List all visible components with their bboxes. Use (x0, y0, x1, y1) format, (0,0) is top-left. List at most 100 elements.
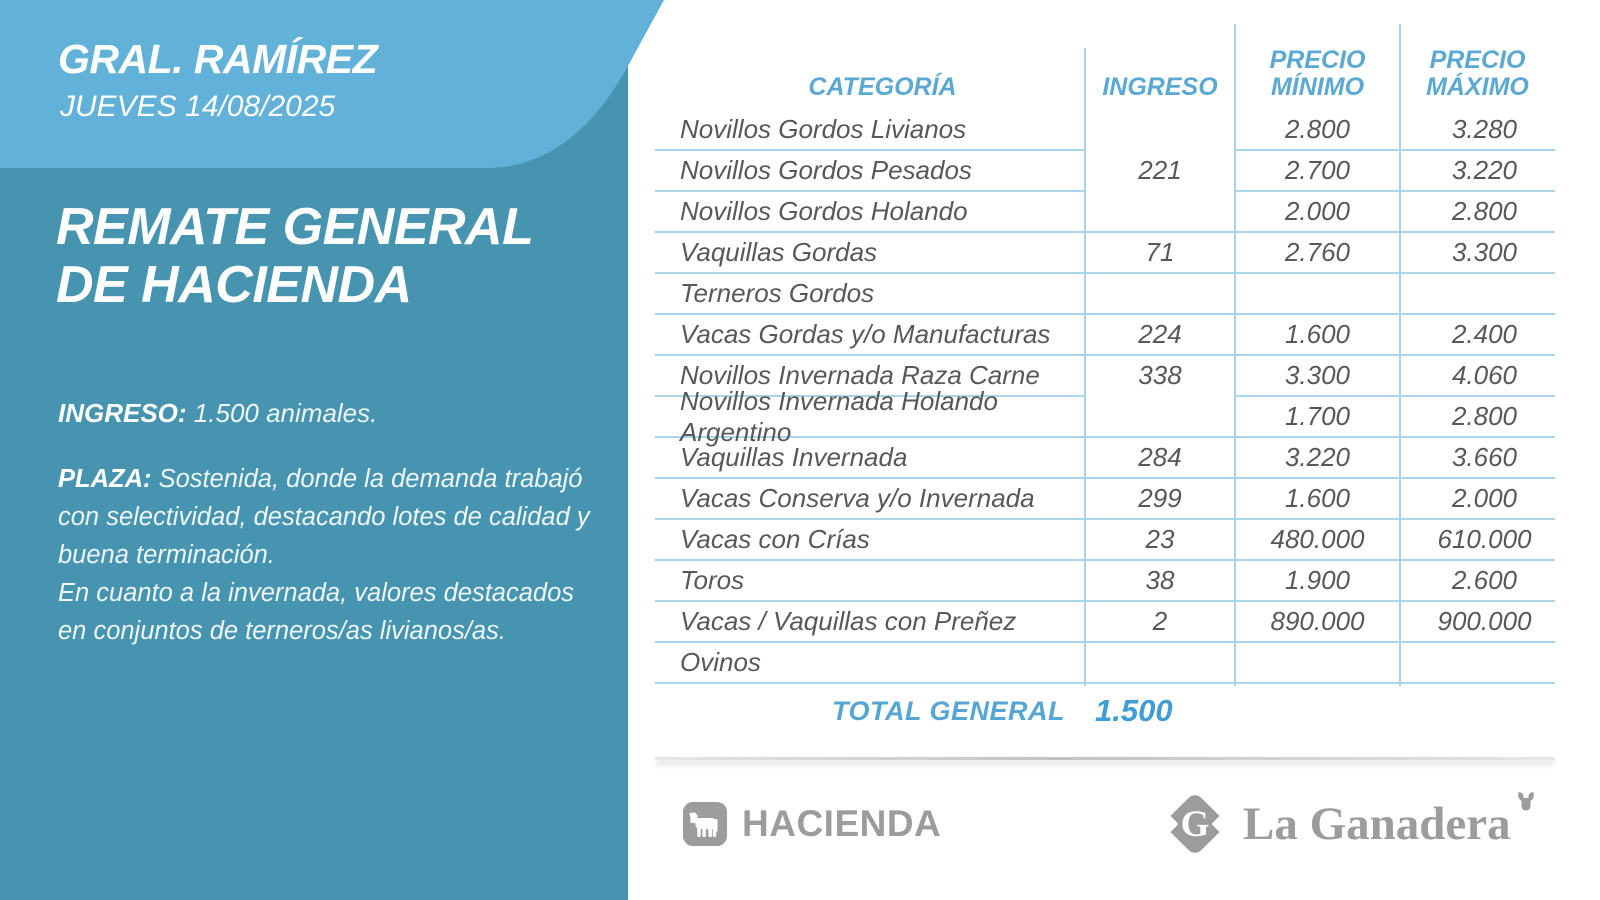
cell-categoria: Vacas / Vaquillas con Preñez (655, 602, 1085, 643)
cell-precio-minimo: 3.220 (1235, 438, 1400, 479)
hacienda-logo: HACIENDA (683, 802, 941, 846)
plaza-value: Sostenida, donde la demanda trabajó con … (58, 465, 590, 569)
cell-precio-minimo: 1.600 (1235, 479, 1400, 520)
cell-ingreso: 224 (1085, 315, 1235, 356)
cell-ingreso: 71 (1085, 233, 1235, 274)
total-value: 1.500 (1095, 693, 1173, 728)
column-header-precio-minimo: PRECIO MÍNIMO (1269, 46, 1366, 101)
livestock-table: CATEGORÍA INGRESO PRECIO MÍNIMO PRECIO M… (655, 0, 1555, 900)
table-header-row: CATEGORÍA INGRESO PRECIO MÍNIMO PRECIO M… (655, 0, 1555, 110)
column-header-precio-maximo: PRECIO MÁXIMO (1426, 46, 1529, 101)
cell-ingreso: 221 (1138, 155, 1182, 185)
table-row: Vacas / Vaquillas con Preñez 2 890.000 9… (655, 602, 1555, 643)
cell-precio-minimo: 3.300 (1235, 356, 1400, 397)
footer-divider (655, 757, 1555, 760)
cell-precio-maximo: 3.660 (1400, 438, 1555, 479)
cell-precio-minimo (1235, 643, 1400, 684)
table-row: Vacas Conserva y/o Invernada 299 1.600 2… (655, 479, 1555, 520)
cell-precio-minimo: 1.600 (1235, 315, 1400, 356)
cell-ingreso (1085, 643, 1235, 684)
brand-wordmark: La Ganadera (1243, 798, 1511, 850)
cell-precio-maximo: 4.060 (1400, 356, 1555, 397)
cell-precio-maximo: 2.800 (1400, 192, 1555, 233)
table-row: Novillos Gordos Pesados 221 2.700 3.220 (655, 151, 1555, 192)
table-row: Vaquillas Gordas 71 2.760 3.300 (655, 233, 1555, 274)
cell-categoria: Vaquillas Gordas (655, 233, 1085, 274)
cell-ingreso: 284 (1085, 438, 1235, 479)
cell-precio-maximo: 610.000 (1400, 520, 1555, 561)
column-divider-1 (1084, 48, 1086, 686)
ingreso-value: 1.500 animales. (186, 398, 378, 428)
table-row: Toros 38 1.900 2.600 (655, 561, 1555, 602)
table-row: Novillos Gordos Livianos 2.800 3.280 (655, 110, 1555, 151)
plaza-summary: PLAZA: Sostenida, donde la demanda traba… (58, 460, 598, 650)
cell-precio-maximo (1400, 643, 1555, 684)
cell-categoria: Novillos Gordos Pesados (655, 151, 1085, 192)
column-header-ingreso: INGRESO (1102, 73, 1218, 101)
event-title: REMATE GENERAL DE HACIENDA (56, 198, 596, 314)
cell-ingreso: 23 (1085, 520, 1235, 561)
cell-ingreso (1085, 397, 1235, 438)
cell-precio-minimo (1235, 274, 1400, 315)
location-title: GRAL. RAMÍREZ (58, 36, 378, 82)
cow-badge (683, 802, 727, 846)
cell-categoria: Toros (655, 561, 1085, 602)
cell-categoria: Novillos Gordos Livianos (655, 110, 1085, 151)
plaza-label: PLAZA: (58, 465, 152, 493)
column-divider-2 (1234, 24, 1236, 686)
brand-diamond-icon: G (1161, 791, 1229, 857)
cell-precio-minimo: 2.000 (1235, 192, 1400, 233)
cell-precio-maximo: 2.000 (1400, 479, 1555, 520)
total-row: TOTAL GENERAL 1.500 (655, 686, 1555, 736)
cell-precio-minimo: 2.800 (1235, 110, 1400, 151)
cell-categoria: Vacas Gordas y/o Manufacturas (655, 315, 1085, 356)
cell-precio-maximo: 3.300 (1400, 233, 1555, 274)
column-divider-3 (1399, 24, 1401, 686)
event-title-line1: REMATE GENERAL (56, 198, 534, 256)
cow-icon (689, 812, 718, 837)
table-row: Vacas Gordas y/o Manufacturas 224 1.600 … (655, 315, 1555, 356)
cell-categoria: Vaquillas Invernada (655, 438, 1085, 479)
brand-initial: G (1180, 803, 1210, 845)
cell-precio-minimo: 2.700 (1235, 151, 1400, 192)
la-ganadera-logo: G La Ganadera (1161, 791, 1538, 857)
plaza-extra: En cuanto a la invernada, valores destac… (58, 579, 575, 645)
ingreso-label: INGRESO: (58, 398, 187, 428)
cell-precio-maximo: 2.400 (1400, 315, 1555, 356)
sidebar: GRAL. RAMÍREZ JUEVES 14/08/2025 REMATE G… (0, 0, 664, 900)
cow-head-icon (1517, 792, 1534, 811)
cell-precio-minimo: 2.760 (1235, 233, 1400, 274)
cell-precio-minimo: 480.000 (1235, 520, 1400, 561)
cell-categoria: Ovinos (655, 643, 1085, 684)
cell-categoria: Novillos Invernada Raza Carne (655, 356, 1085, 397)
column-header-categoria: CATEGORÍA (808, 73, 957, 101)
table-body: Novillos Gordos Livianos 2.800 3.280 Nov… (655, 110, 1555, 684)
cell-categoria: Vacas con Crías (655, 520, 1085, 561)
cell-categoria: Novillos Gordos Holando (655, 192, 1085, 233)
table-row: Vaquillas Invernada 284 3.220 3.660 (655, 438, 1555, 479)
cell-precio-maximo: 2.600 (1400, 561, 1555, 602)
event-title-line2: DE HACIENDA (56, 256, 412, 315)
cell-ingreso: 2 (1085, 602, 1235, 643)
table-row: Novillos Gordos Holando 2.000 2.800 (655, 192, 1555, 233)
cell-ingreso (1085, 274, 1235, 315)
cell-ingreso: 338 (1138, 360, 1182, 390)
cell-precio-maximo: 3.280 (1400, 110, 1555, 151)
cell-ingreso: 299 (1085, 479, 1235, 520)
event-date: JUEVES 14/08/2025 (60, 90, 336, 123)
table-row: Novillos Invernada Raza Carne 338 3.300 … (655, 356, 1555, 397)
cell-precio-maximo: 3.220 (1400, 151, 1555, 192)
cell-precio-maximo: 900.000 (1400, 602, 1555, 643)
cell-precio-maximo (1400, 274, 1555, 315)
cell-ingreso (1085, 192, 1235, 233)
cell-ingreso: 38 (1085, 561, 1235, 602)
total-label: TOTAL GENERAL (831, 695, 1065, 726)
hacienda-label: HACIENDA (742, 803, 942, 844)
table-row: Ovinos (655, 643, 1555, 684)
cell-precio-maximo: 2.800 (1400, 397, 1555, 438)
cell-categoria: Vacas Conserva y/o Invernada (655, 479, 1085, 520)
ingreso-summary: INGRESO: 1.500 animales. (58, 398, 598, 429)
cell-precio-minimo: 1.900 (1235, 561, 1400, 602)
table-row: Vacas con Crías 23 480.000 610.000 (655, 520, 1555, 561)
table-row: Novillos Invernada Holando Argentino 1.7… (655, 386, 1555, 447)
